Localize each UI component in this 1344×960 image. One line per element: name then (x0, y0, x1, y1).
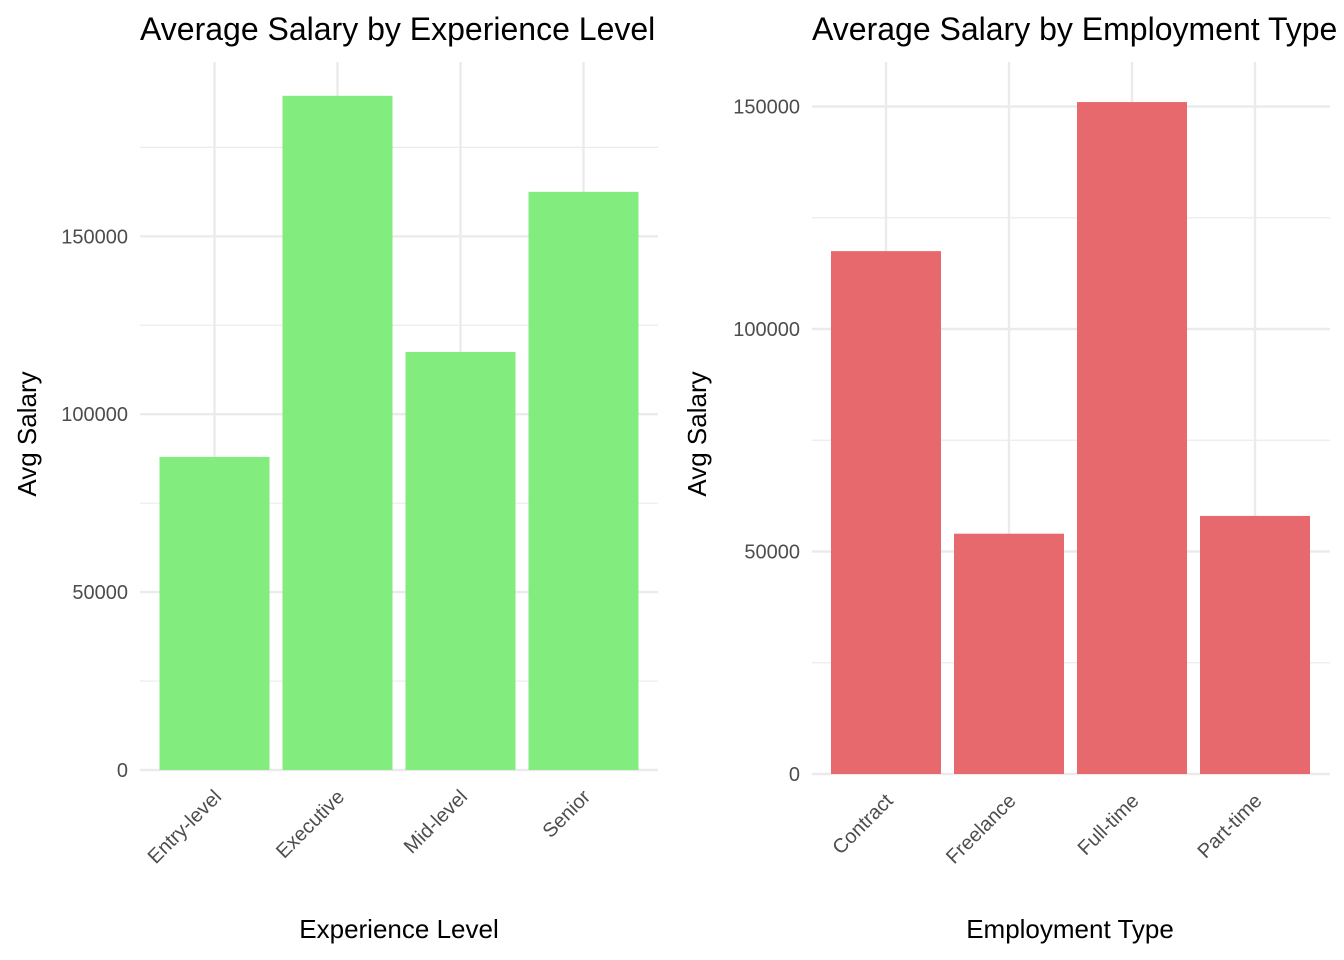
experience-bars (159, 95, 639, 770)
employment-chart-title: Average Salary by Employment Type (812, 11, 1337, 47)
experience-x-ticks: Entry-level Executive Mid-level Senior (144, 786, 596, 869)
employment-y-ticks: 0 50000 100000 150000 (733, 97, 800, 787)
x-tick-label: Freelance (942, 790, 1020, 868)
bar-freelance (954, 533, 1064, 774)
x-tick-label: Senior (539, 786, 596, 843)
experience-y-ticks: 0 50000 100000 150000 (61, 226, 128, 782)
bar-mid-level (405, 351, 516, 770)
employment-y-axis-title: Avg Salary (682, 371, 712, 496)
experience-chart-title: Average Salary by Experience Level (140, 11, 655, 47)
y-tick-label: 50000 (744, 542, 800, 564)
bar-full-time (1077, 102, 1187, 775)
experience-chart-panel: 0 50000 100000 150000 Entry-level Executive M… (12, 11, 658, 944)
y-tick-label: 0 (117, 760, 128, 782)
x-tick-label: Executive (272, 786, 349, 863)
experience-x-axis-title: Experience Level (299, 914, 498, 944)
bar-entry-level (159, 456, 270, 770)
y-tick-label: 0 (789, 764, 800, 786)
employment-chart-panel: 0 50000 100000 150000 Contract Freelance Full… (682, 11, 1337, 944)
x-tick-label: Mid-level (400, 786, 472, 858)
y-tick-label: 50000 (72, 582, 128, 604)
bar-part-time (1200, 515, 1310, 774)
employment-bars (831, 102, 1310, 775)
bar-executive (282, 95, 393, 770)
x-tick-label: Contract (829, 790, 898, 859)
y-tick-label: 150000 (61, 226, 128, 248)
employment-x-axis-title: Employment Type (966, 914, 1174, 944)
bar-senior (528, 191, 639, 770)
experience-y-axis-title: Avg Salary (12, 371, 42, 496)
bar-contract (831, 251, 941, 774)
x-tick-label: Entry-level (144, 786, 226, 868)
y-tick-label: 100000 (733, 319, 800, 341)
x-tick-label: Full-time (1074, 790, 1144, 860)
x-tick-label: Part-time (1194, 790, 1267, 863)
y-tick-label: 150000 (733, 97, 800, 119)
employment-x-ticks: Contract Freelance Full-time Part-time (829, 790, 1267, 869)
y-tick-label: 100000 (61, 404, 128, 426)
